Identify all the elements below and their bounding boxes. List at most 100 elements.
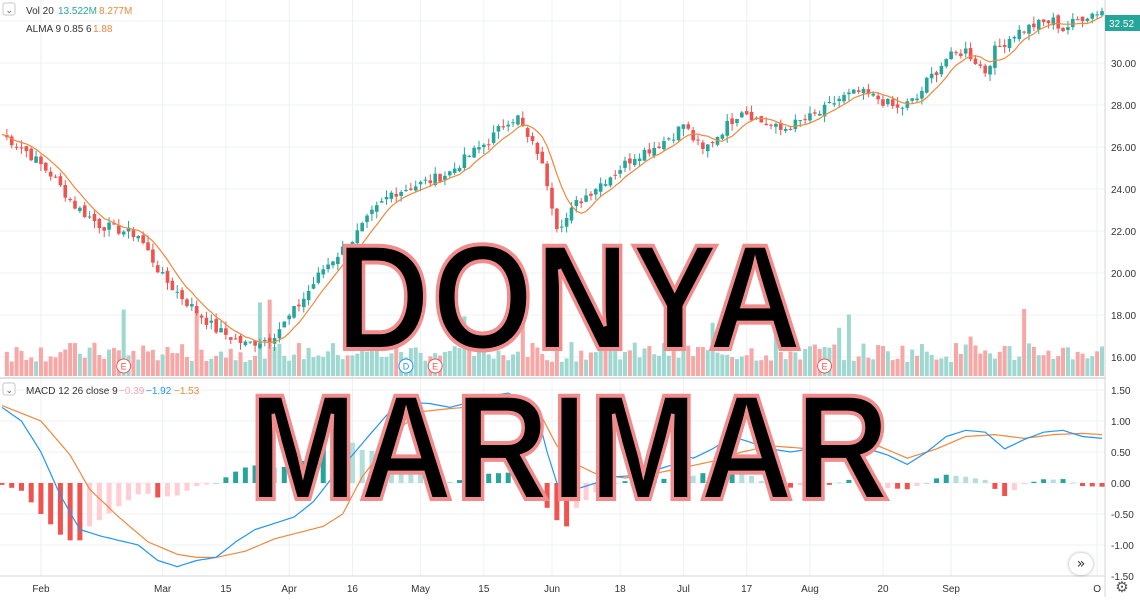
candle-body — [121, 231, 126, 235]
volume-bar — [681, 347, 686, 376]
volume-bar — [38, 347, 43, 376]
volume-bar — [277, 343, 282, 376]
volume-bar — [992, 358, 997, 376]
candle-body — [652, 148, 657, 156]
candle-body — [730, 118, 734, 125]
macd-histogram-bar — [651, 479, 657, 483]
volume-bar — [973, 345, 978, 376]
price-axis[interactable]: 32.0030.0028.0026.0024.0022.0020.0018.00… — [1111, 17, 1136, 364]
volume-bar — [1070, 359, 1075, 376]
macd-histogram-bar — [836, 482, 842, 484]
volume-bar — [209, 358, 214, 376]
price-legend: ⌄ Vol 20 13.522M 8.277M ALMA 9 0.85 6 1.… — [2, 2, 132, 35]
macd-histogram-bar — [437, 478, 443, 483]
candle-body — [574, 200, 579, 207]
macd-histogram-bar — [262, 466, 268, 483]
macd-hist-value: −0.39 — [119, 386, 145, 397]
macd-histogram-bar — [1070, 482, 1076, 484]
volume-bar — [968, 336, 973, 376]
volume-bar — [58, 352, 63, 376]
gear-icon[interactable]: ⚙ — [1115, 578, 1129, 596]
volume-bar — [1012, 360, 1017, 376]
volume-bar — [394, 344, 399, 376]
volume-bar — [1007, 346, 1012, 376]
macd-histogram-bar — [135, 483, 141, 495]
macd-histogram-bar — [856, 482, 862, 484]
macd-histogram-bar — [398, 461, 404, 483]
volume-bar — [155, 360, 160, 376]
candle-body — [472, 147, 476, 158]
volume-bar — [676, 357, 681, 376]
candle-body — [1027, 24, 1031, 34]
macd-histogram-bar — [1011, 483, 1017, 491]
candle-body — [501, 126, 506, 128]
macd-histogram-bar — [885, 483, 891, 489]
candle-body — [871, 93, 876, 96]
volume-bar — [82, 357, 87, 376]
candle-body — [788, 128, 793, 130]
volume-bar — [175, 353, 180, 376]
volume-bar — [486, 354, 491, 376]
volume-bar — [627, 350, 632, 376]
volume-bar — [447, 351, 452, 376]
candle-body — [594, 189, 598, 195]
volume-bar — [1026, 343, 1031, 376]
candle-body — [564, 218, 569, 227]
volume-bar — [535, 347, 540, 376]
candle-body — [900, 107, 905, 109]
volume-bar — [1065, 347, 1070, 376]
candle-body — [866, 89, 871, 95]
candle-body — [73, 200, 77, 209]
macd-histogram-bar — [564, 483, 570, 527]
macd-legend-toggle-button[interactable] — [2, 382, 16, 396]
volume-bar — [272, 346, 277, 376]
volume-bar — [910, 349, 915, 376]
volume-bar — [1031, 346, 1036, 376]
volume-bar — [29, 357, 34, 376]
candle-body — [881, 99, 885, 106]
candle-body — [842, 94, 846, 102]
volume-bar — [603, 319, 608, 376]
volume-bar — [189, 360, 194, 376]
volume-bar — [832, 344, 837, 376]
volume-bar — [34, 361, 39, 376]
volume-bar — [233, 360, 238, 376]
candle-body — [628, 158, 632, 164]
candle-body — [949, 51, 953, 60]
candle-body — [1036, 19, 1041, 30]
candle-body — [340, 246, 345, 255]
volume-bar — [97, 354, 102, 376]
candle-body — [1066, 27, 1070, 31]
candle-body — [1051, 17, 1056, 26]
candle-body — [457, 168, 462, 172]
legend-toggle-button[interactable] — [2, 2, 16, 16]
volume-bar — [141, 345, 146, 376]
volume-bar — [77, 353, 82, 376]
macd-histogram-bar — [612, 483, 618, 484]
macd-histogram-bar — [28, 483, 34, 503]
candle-body — [9, 136, 14, 146]
double-chevron-right-icon[interactable]: » — [1069, 553, 1093, 575]
time-axis[interactable]: Feb Mar 15 Apr 16 May 15 Jun 18 Jul 17 Aug 20 Sep O — [32, 584, 1101, 595]
candle-body — [336, 256, 340, 265]
candle-body — [550, 187, 554, 209]
candle-body — [696, 139, 700, 141]
macd-histogram-bar — [301, 460, 307, 483]
macd-histogram-bar — [145, 483, 151, 494]
volume-bar — [671, 302, 676, 376]
volume-bar — [136, 359, 141, 376]
candle-body — [1012, 36, 1017, 39]
volume-bar — [715, 352, 720, 376]
candle-body — [924, 77, 929, 93]
candle-body — [701, 142, 705, 149]
candle-body — [744, 111, 749, 115]
macd-histogram-bar — [48, 483, 54, 525]
candle-body — [277, 329, 282, 339]
candle-body — [637, 158, 642, 161]
macd-axis[interactable]: 1.50 1.00 0.50 0.00 -0.50 -1.00 -1.50 — [1111, 386, 1134, 583]
macd-histogram-bar — [904, 483, 910, 490]
volume-bar — [983, 350, 988, 376]
macd-histogram-bar — [427, 475, 433, 483]
